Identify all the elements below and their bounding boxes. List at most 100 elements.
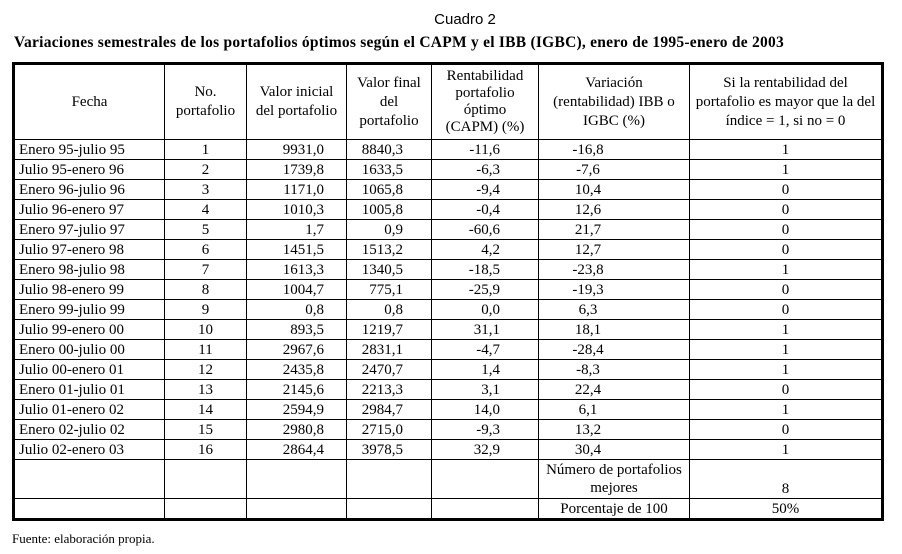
cell-valor-final: 3978,5 [346, 439, 432, 460]
cell-variacion: 10,4 [538, 179, 690, 200]
header-valor-final: Valor final del portafolio [346, 63, 432, 140]
cell-no: 11 [164, 339, 247, 360]
cell-no: 5 [164, 219, 247, 240]
table-row: Julio 02-enero 03 16 2864,4 3978,5 32,9 30,4 1 [13, 439, 883, 460]
cell-indicador: 1 [689, 319, 883, 340]
cell-rentabilidad: 1,4 [431, 359, 539, 380]
cell-indicador: 0 [689, 379, 883, 400]
cell-fecha: Julio 00-enero 01 [13, 359, 165, 380]
cell-valor-final: 2715,0 [346, 419, 432, 440]
cell-fecha: Enero 97-julio 97 [13, 219, 165, 240]
cell-valor-inicial: 2864,4 [246, 439, 347, 460]
cell-no: 15 [164, 419, 247, 440]
cell-rentabilidad: -25,9 [431, 279, 539, 300]
cell-valor-inicial: 1739,8 [246, 159, 347, 180]
cell-valor-inicial: 1451,5 [246, 239, 347, 260]
cell-no: 14 [164, 399, 247, 420]
summary-row-count: Número de portafolios mejores 8 [13, 459, 883, 499]
table-row: Enero 99-julio 99 9 0,8 0,8 0,0 6,3 0 [13, 299, 883, 320]
cell-variacion: 22,4 [538, 379, 690, 400]
cell-fecha: Julio 97-enero 98 [13, 239, 165, 260]
table-row: Enero 98-julio 98 7 1613,3 1340,5 -18,5 -23,8… [13, 259, 883, 280]
cell-valor-final: 2213,3 [346, 379, 432, 400]
cell-valor-final: 775,1 [346, 279, 432, 300]
cell-valor-inicial: 1004,7 [246, 279, 347, 300]
cell-fecha: Julio 99-enero 00 [13, 319, 165, 340]
cell-variacion: 6,3 [538, 299, 690, 320]
cell-fecha: Julio 02-enero 03 [13, 439, 165, 460]
cell-rentabilidad: -9,4 [431, 179, 539, 200]
cell-variacion: -16,8 [538, 139, 690, 160]
cell-no: 7 [164, 259, 247, 280]
cell-valor-final: 1633,5 [346, 159, 432, 180]
table-row: Julio 98-enero 99 8 1004,7 775,1 -25,9 -19,3 0 [13, 279, 883, 300]
cell-valor-final: 0,8 [346, 299, 432, 320]
header-variacion: Variación (rentabilidad) IBB o IGBC (%) [538, 63, 690, 140]
cell-variacion: -19,3 [538, 279, 690, 300]
cell-valor-final: 1340,5 [346, 259, 432, 280]
cell-no: 10 [164, 319, 247, 340]
cell-fecha: Enero 02-julio 02 [13, 419, 165, 440]
cell-variacion: 12,6 [538, 199, 690, 220]
cell-valor-inicial: 2145,6 [246, 379, 347, 400]
cell-valor-inicial: 2967,6 [246, 339, 347, 360]
cell-no: 8 [164, 279, 247, 300]
summary-percent-value: 50% [689, 498, 883, 520]
table-row: Julio 97-enero 98 6 1451,5 1513,2 4,2 12,7 0 [13, 239, 883, 260]
cell-rentabilidad: 14,0 [431, 399, 539, 420]
cell-indicador: 0 [689, 219, 883, 240]
cell-variacion: 18,1 [538, 319, 690, 340]
cell-indicador: 1 [689, 159, 883, 180]
cell-valor-inicial: 0,8 [246, 299, 347, 320]
cell-rentabilidad: 3,1 [431, 379, 539, 400]
cell-valor-final: 2984,7 [346, 399, 432, 420]
cell-fecha: Julio 96-enero 97 [13, 199, 165, 220]
header-rentabilidad: Rentabilidad portafolio óptimo (CAPM) (%… [431, 63, 539, 140]
cell-no: 2 [164, 159, 247, 180]
cell-rentabilidad: 32,9 [431, 439, 539, 460]
cell-no: 1 [164, 139, 247, 160]
cell-valor-final: 1005,8 [346, 199, 432, 220]
table-title: Variaciones semestrales de los portafoli… [14, 34, 785, 51]
cell-rentabilidad: -4,7 [431, 339, 539, 360]
cell-variacion: -8,3 [538, 359, 690, 380]
cell-variacion: -7,6 [538, 159, 690, 180]
cell-valor-final: 1219,7 [346, 319, 432, 340]
cell-valor-inicial: 1010,3 [246, 199, 347, 220]
cell-no: 3 [164, 179, 247, 200]
table-row: Julio 01-enero 02 14 2594,9 2984,7 14,0 6,1 1 [13, 399, 883, 420]
cell-indicador: 0 [689, 179, 883, 200]
cell-rentabilidad: 31,1 [431, 319, 539, 340]
header-no-portafolio: No. portafolio [164, 63, 247, 140]
cell-variacion: 21,7 [538, 219, 690, 240]
summary-count-label: Número de portafolios mejores [538, 459, 690, 499]
table-row: Julio 95-enero 96 2 1739,8 1633,5 -6,3 -7,6 1 [13, 159, 883, 180]
table-row: Enero 97-julio 97 5 1,7 0,9 -60,6 21,7 0 [13, 219, 883, 240]
cell-fecha: Enero 99-julio 99 [13, 299, 165, 320]
table-row: Enero 02-julio 02 15 2980,8 2715,0 -9,3 13,2 0 [13, 419, 883, 440]
summary-row-percent: Porcentaje de 100 50% [13, 498, 883, 520]
portfolio-table: Fecha No. portafolio Valor inicial del p… [12, 62, 884, 521]
cell-indicador: 1 [689, 399, 883, 420]
cell-indicador: 1 [689, 439, 883, 460]
header-valor-inicial: Valor inicial del portafolio [246, 63, 347, 140]
cell-indicador: 0 [689, 419, 883, 440]
cell-rentabilidad: -60,6 [431, 219, 539, 240]
cell-indicador: 0 [689, 239, 883, 260]
cell-no: 4 [164, 199, 247, 220]
cell-valor-final: 1065,8 [346, 179, 432, 200]
cell-indicador: 1 [689, 339, 883, 360]
cell-indicador: 0 [689, 199, 883, 220]
cell-variacion: 30,4 [538, 439, 690, 460]
cell-valor-inicial: 893,5 [246, 319, 347, 340]
header-indicador: Si la rentabilidad del portafolio es may… [689, 63, 883, 140]
cell-valor-inicial: 2980,8 [246, 419, 347, 440]
table-row: Enero 01-julio 01 13 2145,6 2213,3 3,1 22,4 0 [13, 379, 883, 400]
summary-count-value: 8 [689, 459, 883, 499]
cell-rentabilidad: -0,4 [431, 199, 539, 220]
cell-fecha: Julio 95-enero 96 [13, 159, 165, 180]
cell-valor-inicial: 2435,8 [246, 359, 347, 380]
header-row: Fecha No. portafolio Valor inicial del p… [13, 63, 883, 140]
table-row: Enero 96-julio 96 3 1171,0 1065,8 -9,4 10,4 0 [13, 179, 883, 200]
header-fecha: Fecha [13, 63, 165, 140]
